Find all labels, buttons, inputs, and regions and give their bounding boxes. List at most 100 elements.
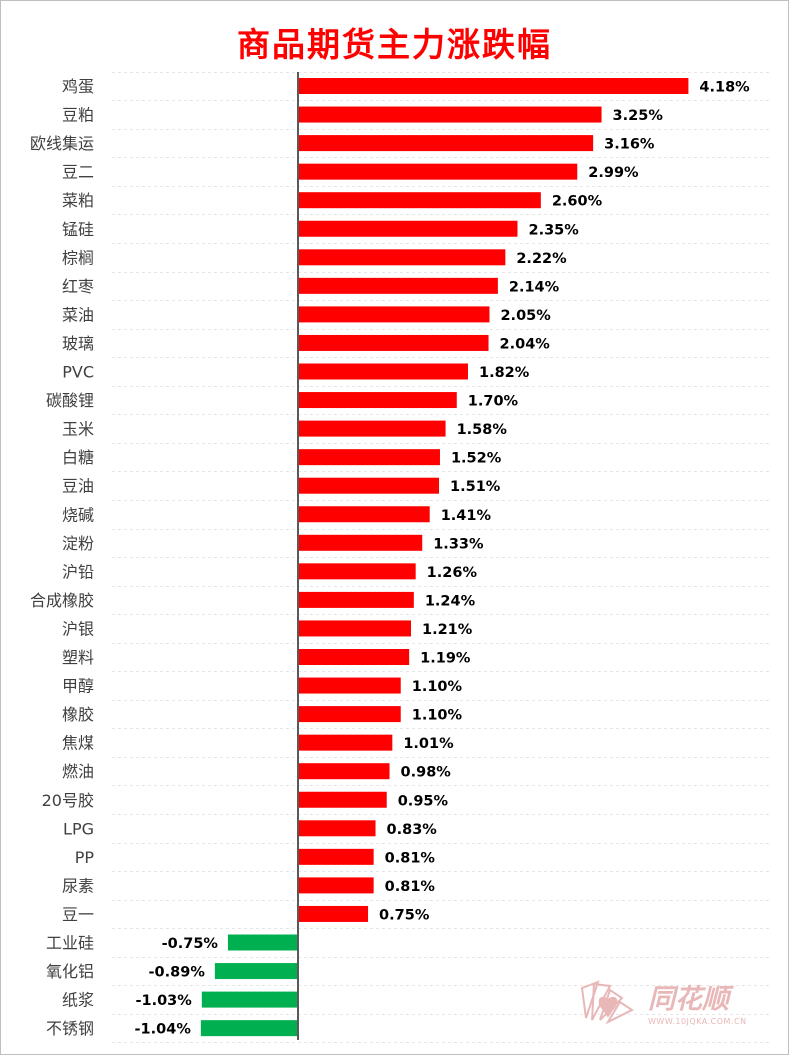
value-label: 2.35%: [528, 222, 579, 238]
bar: [298, 477, 440, 494]
category-label: PP: [75, 848, 95, 867]
category-label: 合成橡胶: [30, 591, 94, 610]
category-label: 尿素: [62, 876, 94, 895]
gridlines: [112, 72, 770, 1043]
category-label: 焦煤: [62, 734, 94, 753]
value-label: 2.22%: [516, 251, 567, 267]
bar: [298, 734, 393, 751]
value-label: 1.10%: [412, 679, 463, 695]
bar: [227, 934, 298, 951]
value-label: 1.10%: [412, 708, 463, 724]
bars: [200, 78, 689, 1037]
category-label: 沪铅: [62, 562, 94, 581]
value-label: 2.60%: [552, 194, 603, 210]
value-label: 1.26%: [427, 565, 478, 581]
value-label: 1.21%: [422, 622, 473, 638]
bar: [298, 905, 369, 922]
bar: [298, 763, 390, 780]
bar: [298, 135, 594, 152]
category-label: 锰硅: [62, 220, 94, 239]
value-label: 2.14%: [509, 279, 560, 295]
value-label: 0.75%: [379, 907, 430, 923]
category-label: 淀粉: [62, 534, 94, 553]
value-label: 0.83%: [387, 822, 438, 838]
value-label: 0.81%: [385, 879, 436, 895]
bar: [298, 820, 376, 837]
value-label: -1.04%: [135, 1022, 192, 1038]
value-label: 1.33%: [433, 536, 484, 552]
value-label: 1.58%: [457, 422, 508, 438]
value-label: 0.98%: [401, 765, 452, 781]
value-label: 2.04%: [500, 336, 551, 352]
value-label: 1.01%: [403, 736, 454, 752]
value-label: 2.05%: [500, 308, 551, 324]
bar: [298, 78, 689, 94]
bar: [298, 449, 440, 466]
bar: [298, 363, 468, 380]
category-label: 红枣: [62, 277, 94, 296]
value-label: 1.82%: [479, 365, 530, 381]
value-label: 1.51%: [450, 479, 501, 495]
value-label: 2.99%: [588, 165, 639, 181]
value-label: -0.75%: [162, 936, 219, 952]
category-label: 豆二: [62, 163, 94, 182]
value-label: 1.24%: [425, 593, 476, 609]
spade-fan-icon: [580, 980, 634, 1025]
category-label: 鸡蛋: [62, 77, 94, 96]
value-label: 4.18%: [699, 80, 750, 96]
chart-title: 商品期货主力涨跌幅: [237, 25, 552, 64]
category-label: 菜油: [62, 305, 94, 324]
category-label: 烧碱: [62, 505, 94, 524]
watermark-logo: 同花顺 WWW.10JQKA.COM.CN: [580, 980, 747, 1026]
value-label: 3.16%: [604, 137, 655, 153]
bar: [298, 620, 412, 637]
category-label: 沪银: [62, 619, 94, 638]
category-label: 碳酸锂: [46, 391, 94, 410]
category-label: 豆粕: [62, 106, 94, 125]
category-label: 橡胶: [62, 705, 94, 724]
bar: [298, 106, 602, 123]
bar: [298, 848, 374, 865]
category-label: 燃油: [62, 762, 94, 781]
category-label: 菜粕: [62, 191, 94, 210]
bar: [298, 563, 416, 580]
value-labels: 4.18% 3.25% 3.16% 2.99% 2.60% 2.35% 2.22% 2.14%…: [135, 80, 751, 1038]
value-label: 0.95%: [398, 793, 449, 809]
category-label: 棕榈: [62, 248, 94, 267]
category-label: 氧化铝: [46, 962, 94, 981]
bar: [201, 991, 298, 1008]
category-label: 纸浆: [62, 991, 94, 1010]
value-label: 0.81%: [385, 850, 436, 866]
category-label: 欧线集运: [30, 134, 94, 153]
bar: [298, 649, 410, 665]
watermark-url: WWW.10JQKA.COM.CN: [648, 1017, 747, 1026]
category-label: 豆一: [62, 905, 94, 924]
category-label: 20号胶: [42, 791, 94, 810]
bar: [298, 334, 489, 351]
bar: [298, 306, 490, 323]
bar: [298, 591, 414, 608]
value-label: -1.03%: [135, 993, 192, 1009]
bar: [298, 392, 457, 409]
bar: [298, 220, 518, 237]
bar: [200, 1020, 298, 1037]
bar: [298, 420, 446, 437]
category-label: 塑料: [62, 648, 94, 667]
bar: [298, 192, 541, 209]
bar: [298, 677, 401, 694]
category-label: 甲醇: [62, 677, 94, 696]
watermark-brand: 同花顺: [648, 984, 734, 1015]
category-label: 白糖: [62, 448, 94, 467]
value-label: 3.25%: [613, 108, 664, 124]
category-label: PVC: [62, 363, 94, 382]
category-label: LPG: [63, 819, 94, 838]
bar: [298, 249, 506, 266]
category-label: 玻璃: [62, 334, 94, 353]
value-label: 1.52%: [451, 451, 502, 467]
bar: [298, 277, 498, 294]
bar: [298, 163, 578, 180]
bar: [298, 534, 423, 551]
bar: [298, 791, 387, 808]
